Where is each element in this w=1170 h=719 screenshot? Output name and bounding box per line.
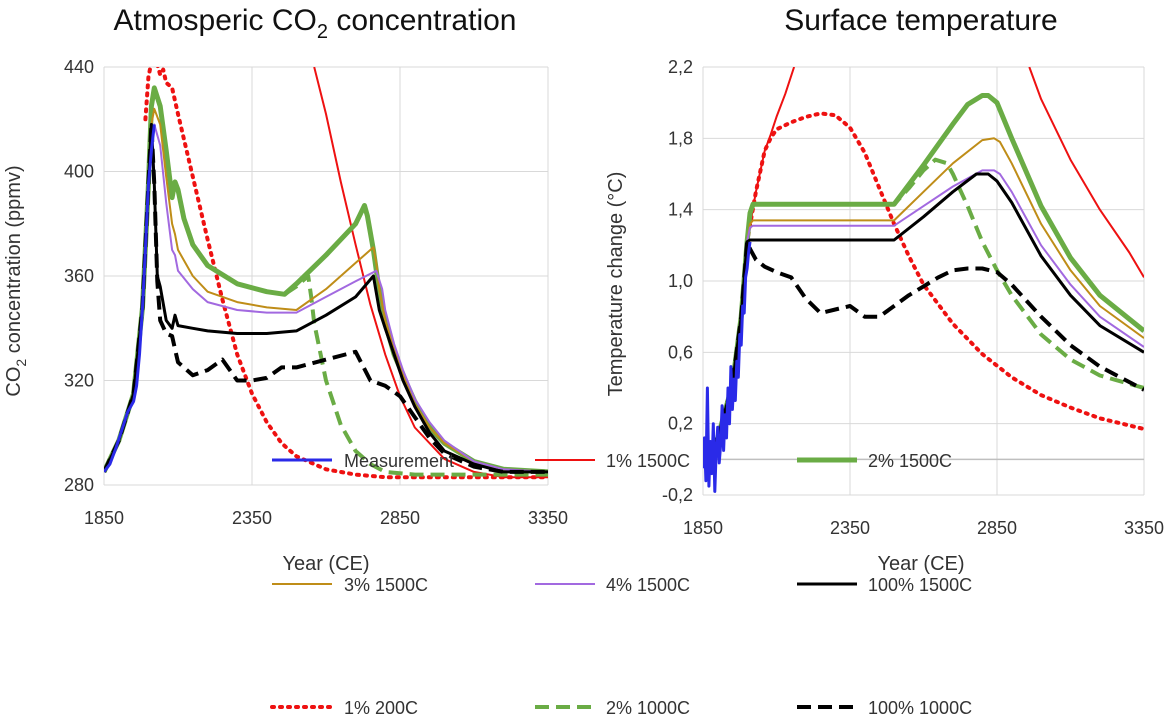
legend-label-1pct-1500c: 1% 1500C	[606, 451, 690, 471]
co2-y-axis-label: CO2 concentration (ppmv)	[3, 165, 29, 396]
temp-series-pct1-1500	[1028, 67, 1144, 278]
co2-chart-title: Atmosperic CO2 concentration	[114, 4, 517, 43]
temp-y-tick-label: 1,0	[668, 271, 693, 291]
legend-item-3pct-1500c: 3% 1500C	[272, 575, 428, 595]
legend-label-1pct-200c: 1% 200C	[344, 698, 418, 718]
temp-series-pct100-1500	[703, 172, 1144, 461]
temp-series-pct100-1000	[703, 239, 1144, 461]
co2-y-tick-label: 280	[64, 475, 94, 495]
temp-x-tick-label: 1850	[683, 518, 723, 538]
legend-item-2pct-1000c: 2% 1000C	[535, 698, 690, 718]
temp-series-pct4-1500	[703, 169, 1144, 460]
co2-x-axis-label: Year (CE)	[282, 553, 369, 575]
temp-y-tick-label: 0,2	[668, 414, 693, 434]
legend-item-4pct-1500c: 4% 1500C	[535, 575, 690, 595]
legend-item-1pct-200c: 1% 200C	[270, 698, 418, 718]
co2-y-tick-label: 400	[64, 162, 94, 182]
co2-x-tick-label: 3350	[528, 508, 568, 528]
temperature-x-axis-label: Year (CE)	[877, 553, 964, 575]
temp-y-tick-label: -0,2	[662, 485, 693, 505]
legend-item-100pct-1000c: 100% 1000C	[797, 698, 972, 718]
legend-item-100pct-1500c: 100% 1500C	[797, 575, 972, 595]
co2-series-group	[104, 67, 548, 480]
temp-x-tick-label: 2350	[830, 518, 870, 538]
temperature-chart: Surface temperature Year (CE) Temperatur…	[605, 4, 1164, 575]
temp-y-tick-label: 1,4	[668, 200, 693, 220]
legend-item-1pct-1500c: 1% 1500C	[535, 451, 690, 471]
temperature-y-axis-label: Temperature change (°C)	[605, 172, 627, 397]
legend-label-4pct-1500c: 4% 1500C	[606, 575, 690, 595]
legend-label-measurement: Measurement	[344, 451, 454, 471]
co2-series-pct2-1000	[104, 85, 548, 477]
temp-series-measurement	[703, 241, 752, 493]
legend-label-3pct-1500c: 3% 1500C	[344, 575, 428, 595]
co2-y-tick-label: 360	[64, 266, 94, 286]
co2-chart: Atmosperic CO2 concentration Year (CE) C…	[3, 4, 568, 575]
legend-label-2pct-1000c: 2% 1000C	[606, 698, 690, 718]
legend-label-100pct-1000c: 100% 1000C	[868, 698, 972, 718]
co2-series-pct3-1500	[104, 107, 548, 473]
temp-x-tick-label: 3350	[1124, 518, 1164, 538]
legend-item-2pct-1500c: 2% 1500C	[797, 451, 952, 471]
co2-y-tick-label: 440	[64, 57, 94, 77]
co2-series-measurement	[104, 124, 156, 473]
co2-x-tick-label: 2850	[380, 508, 420, 528]
temp-series-pct2-1500	[703, 93, 1144, 461]
co2-series-pct2-1500	[104, 85, 548, 475]
co2-x-tick-label: 2350	[232, 508, 272, 528]
temp-x-tick-label: 2850	[977, 518, 1017, 538]
co2-series-pct1-1500	[313, 67, 548, 479]
legend-item-measurement: Measurement	[272, 451, 454, 471]
co2-x-tick-label: 1850	[84, 508, 124, 528]
co2-y-tick-label: 320	[64, 371, 94, 391]
temp-y-tick-label: 0,6	[668, 342, 693, 362]
temp-y-tick-label: 1,8	[668, 128, 693, 148]
legend-label-2pct-1500c: 2% 1500C	[868, 451, 952, 471]
temp-series-group	[703, 67, 1144, 493]
legend: Measurement 1% 1500C 2% 1500C 3% 1500C 4…	[270, 451, 972, 718]
temperature-chart-title: Surface temperature	[784, 4, 1057, 37]
temp-y-tick-label: 2,2	[668, 57, 693, 77]
co2-series-pct100-1500	[104, 123, 548, 474]
legend-label-100pct-1500c: 100% 1500C	[868, 575, 972, 595]
temp-series-pct2-1000	[703, 157, 1144, 461]
